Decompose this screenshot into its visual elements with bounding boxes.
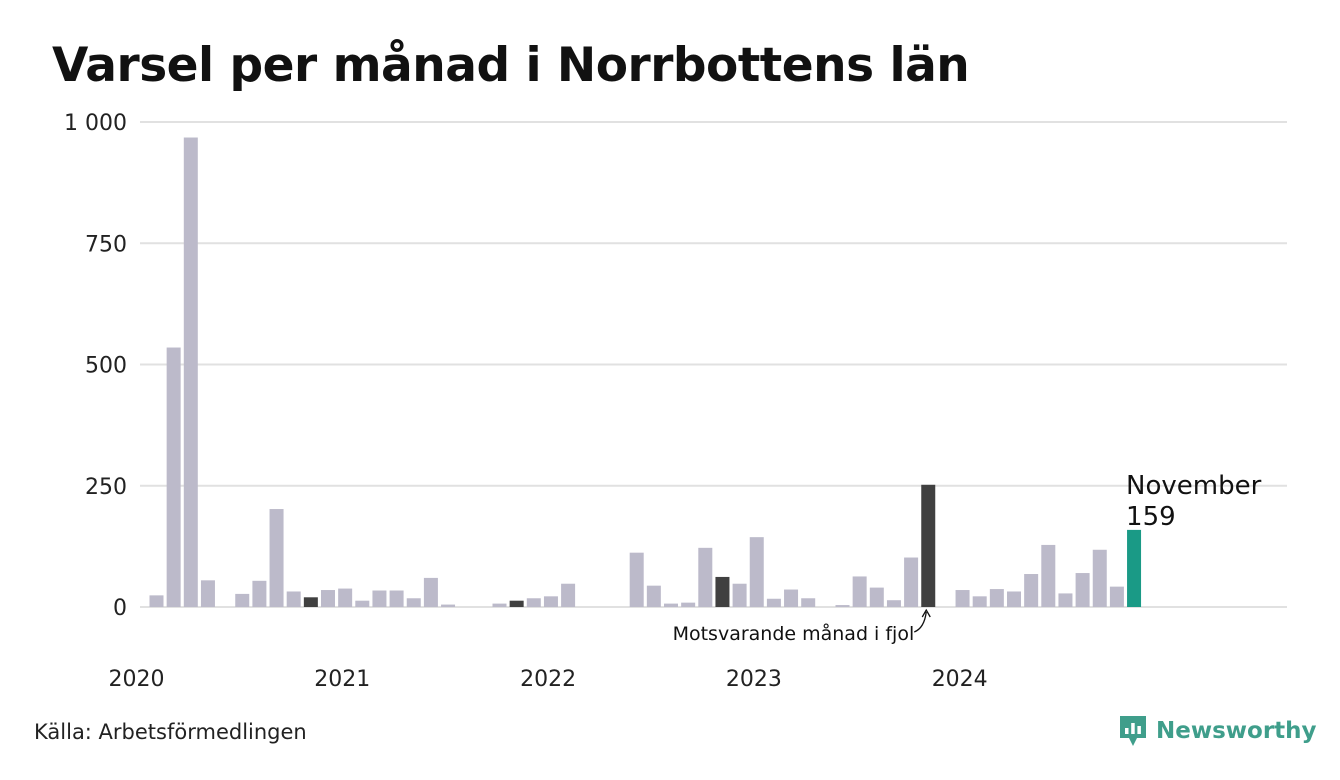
x-tick-label: 2022 [520,667,576,692]
bar [286,591,301,607]
bar [1007,591,1021,607]
bar [338,588,353,607]
gridlines [140,121,1287,608]
bar [526,598,541,607]
bar [955,590,970,607]
bar [355,600,370,607]
bar [200,580,215,607]
annotation-arrow-head [921,608,931,618]
newsworthy-logo-icon [1120,716,1146,746]
bar [149,595,164,607]
bar [252,580,267,607]
bar [269,509,284,607]
bar [1058,593,1073,607]
bar [235,593,250,607]
bar [1092,549,1107,607]
y-tick-label: 750 [85,232,127,257]
y-tick-label: 250 [85,475,127,500]
bar [1109,586,1124,607]
bar [543,596,558,607]
bar-chart: 0 250 500 750 1 000 2020 2021 2022 2023 2024 Mot… [64,111,1287,692]
current-value-label: 159 [1126,502,1176,532]
bar [166,347,181,607]
bar [509,600,524,607]
bar [852,576,867,607]
x-tick-label: 2021 [314,667,370,692]
y-axis-tick-labels: 0 250 500 750 1 000 [64,111,127,621]
x-axis-year-labels: 2020 2021 2022 2023 2024 [109,667,988,692]
bar [629,552,644,607]
bar [372,590,387,607]
bar [321,590,335,607]
source-label: Källa: Arbetsförmedlingen [34,720,307,744]
x-tick-label: 2020 [109,667,165,692]
x-tick-label: 2023 [726,667,782,692]
bar [869,587,884,607]
bar [1127,529,1142,607]
bar [835,605,850,607]
y-tick-label: 0 [113,596,127,621]
bar [989,589,1004,607]
bar [406,598,421,607]
bar [389,590,404,607]
bar [441,604,456,607]
bar [664,603,678,607]
y-tick-label: 500 [85,354,127,379]
bar [561,583,576,607]
bar [904,557,919,607]
bar [801,598,816,607]
annotation-arrow [913,611,927,633]
bars [149,137,1142,607]
bar [646,585,661,607]
bar [921,484,936,607]
brand-logo: Newsworthy [1118,714,1317,748]
bar [1041,544,1056,607]
annotation-previous-year: Motsvarande månad i fjol [673,622,915,645]
bar [732,583,747,607]
bar [972,596,987,607]
y-tick-label: 1 000 [64,111,127,136]
current-month-label: November [1126,471,1262,501]
bar [715,576,730,607]
bar [423,577,438,607]
bar [698,547,713,607]
x-tick-label: 2024 [932,667,988,692]
bar [886,600,901,607]
bar [766,598,781,607]
bar [492,603,507,607]
bar [1075,573,1090,607]
bar [681,602,696,607]
chart-title: Varsel per månad i Norrbottens län [52,38,970,93]
bar [784,589,799,607]
bar [1024,574,1039,607]
bar [303,597,318,607]
brand-name: Newsworthy [1156,718,1317,744]
bar [749,537,764,607]
bar [183,137,198,607]
